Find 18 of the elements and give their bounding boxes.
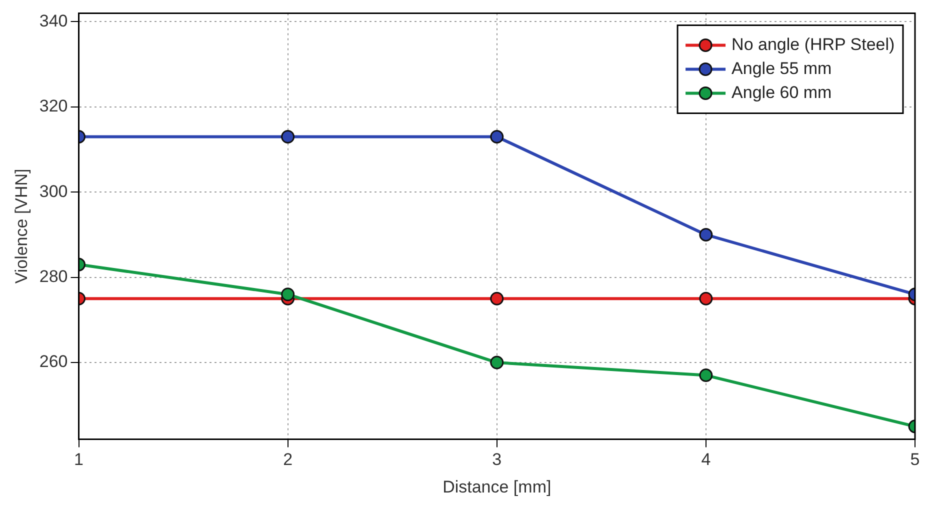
y-tick-label: 280 bbox=[39, 267, 68, 286]
x-tick-label: 4 bbox=[701, 450, 711, 470]
x-tick-label: 5 bbox=[910, 450, 920, 470]
x-axis-title: Distance [mm] bbox=[442, 477, 552, 496]
x-tick-label: 2 bbox=[283, 450, 293, 470]
y-axis-title: Violence [VHN] bbox=[12, 168, 31, 284]
y-tick-label: 300 bbox=[39, 182, 68, 201]
legend-label: No angle (HRP Steel) bbox=[732, 34, 895, 54]
legend-label: Angle 60 mm bbox=[732, 82, 832, 102]
legend-label: Angle 55 mm bbox=[732, 58, 832, 78]
point bbox=[490, 130, 504, 144]
y-tick-label: 260 bbox=[39, 352, 68, 372]
y-tick-label: 320 bbox=[39, 96, 68, 116]
x-tick-label: 1 bbox=[74, 450, 84, 470]
point bbox=[490, 292, 504, 306]
y-tick-label: 340 bbox=[39, 11, 68, 30]
point bbox=[490, 356, 504, 370]
x-tick-label: 3 bbox=[492, 450, 502, 470]
